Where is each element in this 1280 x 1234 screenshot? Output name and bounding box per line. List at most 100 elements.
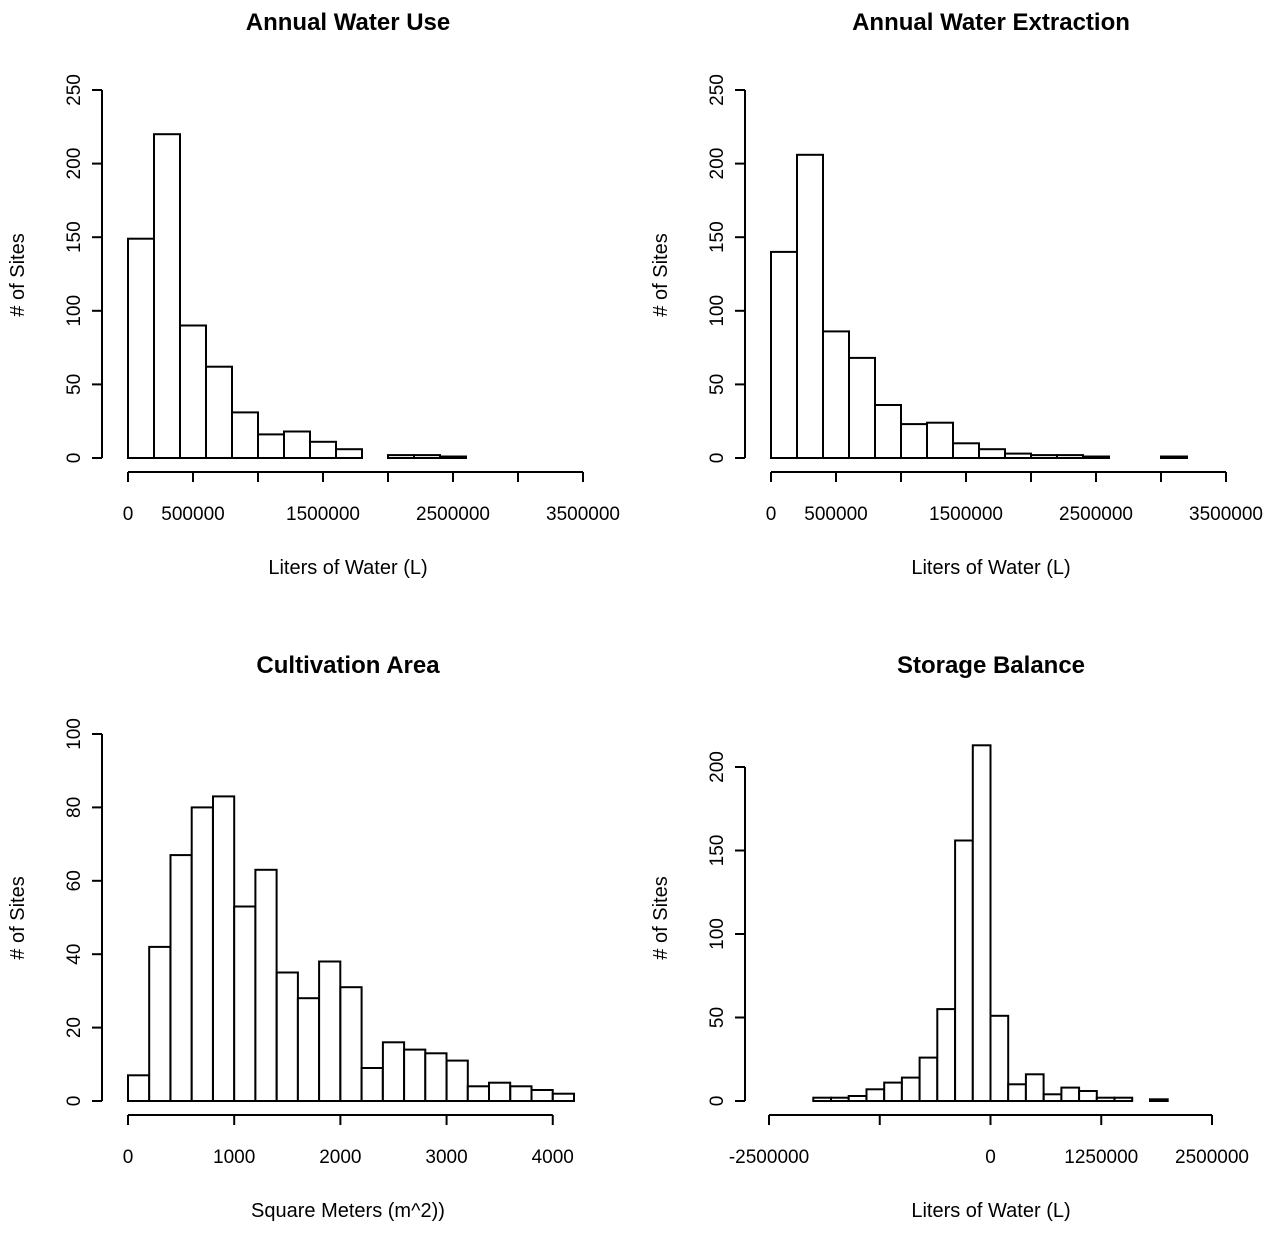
histogram-bar [551, 1092, 575, 1102]
y-tick-label: 250 [707, 74, 728, 106]
y-tick-label: 200 [707, 751, 728, 783]
histogram-bar [127, 1074, 151, 1103]
histogram-bar [1149, 1098, 1169, 1103]
axes: 0 50 100 150 200 250 0 500000 1500000 2500000 3500… [64, 74, 620, 525]
histogram-bar [1095, 1096, 1116, 1102]
y-tick-label: 200 [707, 148, 728, 180]
x-tick-label: 0 [123, 504, 134, 525]
histogram-bar [233, 905, 257, 1102]
histogram-bar [509, 1085, 533, 1103]
histogram-bar [900, 1076, 921, 1102]
histogram-bar [148, 945, 172, 1103]
histogram-bar [257, 433, 285, 459]
histogram-bar [936, 1008, 956, 1102]
x-axis-label: Liters of Water (L) [911, 1200, 1070, 1222]
histogram-bar [1078, 1090, 1098, 1102]
x-tick-label: 2500000 [1175, 1147, 1249, 1168]
chart-title: Annual Water Extraction [852, 9, 1130, 36]
y-tick-label: 250 [64, 74, 85, 106]
x-axis-label: Square Meters (m^2)) [251, 1200, 445, 1222]
histogram-bar [918, 1056, 939, 1102]
histogram-bar [848, 356, 876, 459]
y-tick-label: 150 [707, 835, 728, 867]
histogram-bar [190, 806, 214, 1103]
histogram-bar [883, 1081, 903, 1102]
y-tick-label: 0 [64, 453, 85, 464]
x-tick-label: 2000 [319, 1147, 361, 1168]
histogram-bar [978, 448, 1006, 460]
axes: 0 50 100 150 200 -2500000 0 1250000 2500000 [707, 751, 1249, 1168]
histogram-bar [952, 442, 980, 459]
y-axis-label: # of Sites [650, 876, 672, 959]
histogram-bar [169, 854, 193, 1102]
histogram-bar [445, 1059, 469, 1102]
panel-annual-water-extraction: Annual Water Extraction Liters of Water … [650, 9, 1263, 579]
x-tick-label: 2500000 [416, 504, 490, 525]
histogram-bar [1113, 1096, 1134, 1102]
histogram-bar [424, 1052, 448, 1103]
histogram-bar [335, 448, 363, 460]
histogram-bar [283, 430, 311, 459]
y-axis-label: # of Sites [7, 233, 29, 316]
x-tick-label: 3000 [425, 1147, 467, 1168]
histogram-bar [1160, 455, 1188, 459]
histogram-bar [1024, 1073, 1045, 1103]
y-tick-label: 50 [707, 374, 728, 395]
y-axis-label: # of Sites [650, 233, 672, 316]
histogram-bar [796, 153, 824, 460]
histogram-bar [339, 986, 363, 1103]
x-tick-label: 0 [985, 1147, 996, 1168]
y-tick-label: 20 [64, 1017, 85, 1038]
axes: 0 50 100 150 200 250 0 500000 1500000 2500000 3500… [707, 74, 1263, 525]
y-tick-label: 100 [707, 295, 728, 327]
histogram-bar [865, 1088, 886, 1103]
histogram-bar [127, 237, 155, 459]
x-tick-label: 1000 [213, 1147, 255, 1168]
x-tick-label: 0 [766, 504, 777, 525]
y-tick-label: 0 [707, 1096, 728, 1107]
histogram-bar [254, 868, 278, 1102]
histogram-bar [403, 1048, 427, 1102]
histogram-bar [1004, 452, 1032, 460]
y-tick-label: 150 [707, 221, 728, 253]
x-tick-label: 1250000 [1064, 1147, 1138, 1168]
histogram-bar [830, 1096, 850, 1102]
histogram-bar [381, 1041, 406, 1103]
histogram-bar [1060, 1086, 1081, 1102]
y-tick-label: 0 [64, 1096, 85, 1107]
panel-annual-water-use: Annual Water Use Liters of Water (L) # o… [7, 9, 620, 579]
y-axis-label: # of Sites [7, 876, 29, 959]
histogram-bar [874, 404, 902, 459]
x-axis-label: Liters of Water (L) [268, 557, 427, 579]
bars [127, 133, 467, 460]
histogram-bar [926, 421, 954, 460]
histogram-bar [231, 411, 259, 459]
x-tick-label: 500000 [804, 504, 867, 525]
chart-title: Annual Water Use [246, 9, 450, 36]
histogram-bar [153, 133, 181, 459]
histogram-bar [275, 971, 299, 1102]
histogram-bar [1007, 1083, 1027, 1103]
y-tick-label: 40 [64, 944, 85, 965]
bars [812, 744, 1169, 1103]
y-tick-label: 100 [64, 295, 85, 327]
x-tick-label: 2500000 [1059, 504, 1133, 525]
histogram-bar [318, 960, 342, 1102]
x-tick-label: 1500000 [286, 504, 360, 525]
x-axis-label: Liters of Water (L) [911, 557, 1070, 579]
chart-title: Cultivation Area [256, 652, 440, 679]
histogram-bar [309, 440, 337, 459]
histogram-bar [488, 1081, 512, 1102]
histogram-bar [1082, 455, 1110, 459]
histogram-bar [439, 455, 467, 459]
histogram-bar [466, 1085, 490, 1103]
histogram-bar [989, 1014, 1010, 1102]
x-tick-label: 4000 [532, 1147, 574, 1168]
histogram-bar [530, 1089, 554, 1102]
y-tick-label: 100 [64, 718, 85, 750]
x-tick-label: 1500000 [929, 504, 1003, 525]
histogram-bar [1042, 1093, 1063, 1103]
histogram-bar [812, 1096, 832, 1102]
